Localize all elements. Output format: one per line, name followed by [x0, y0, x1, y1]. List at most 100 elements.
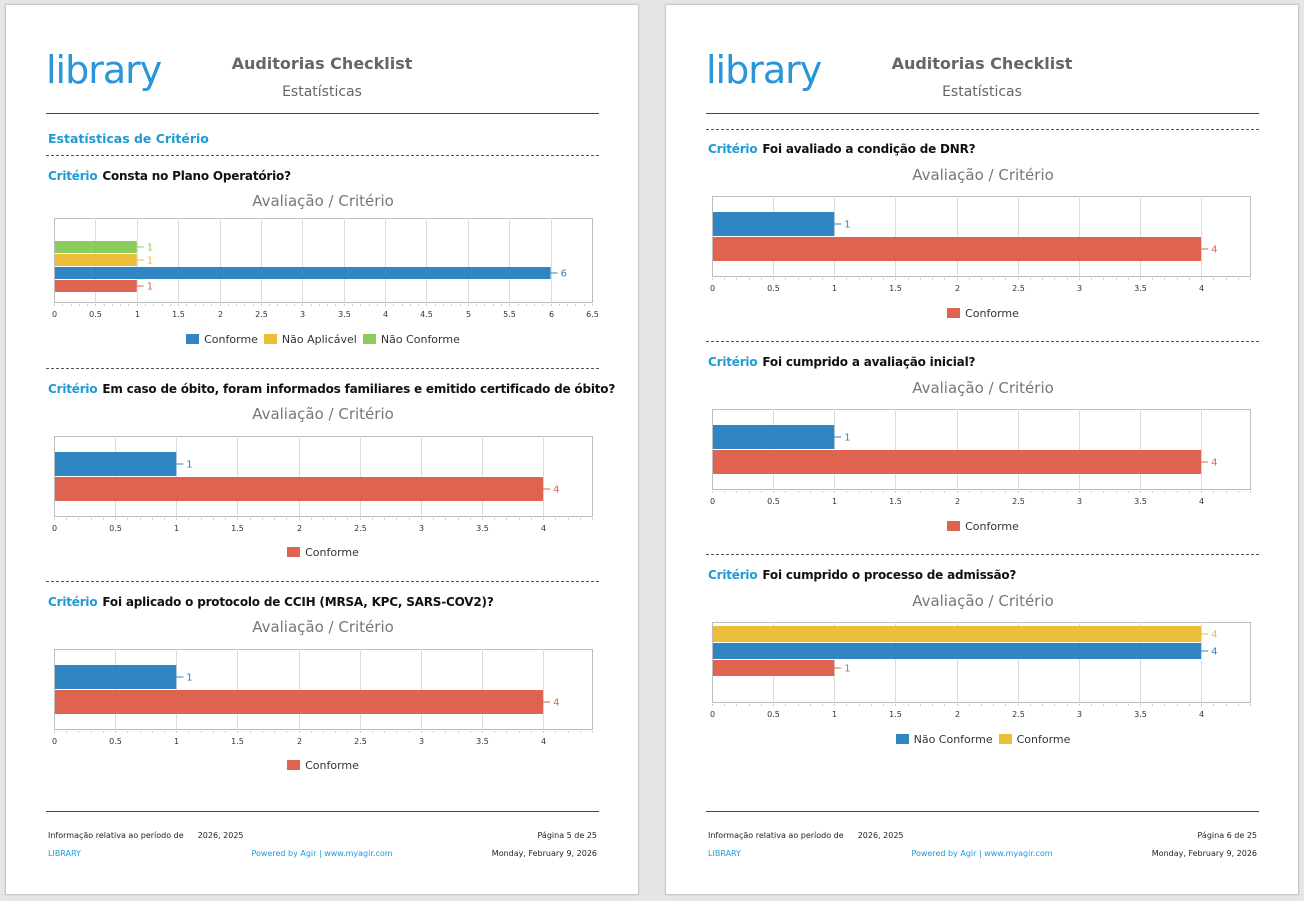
criterion-label: Critério [708, 142, 758, 156]
legend-item: Conforme [947, 520, 1019, 533]
legend-swatch [362, 334, 376, 344]
x-tick-label: 2 [955, 497, 960, 506]
x-tick-label: 3 [1077, 710, 1082, 719]
chart-title: Avaliação / Critério [252, 405, 394, 423]
x-tick-label: 1.5 [172, 310, 185, 319]
footer-info-label: Informação relativa ao período de [48, 831, 184, 840]
x-tick-label: 1.5 [889, 284, 902, 293]
powered-by-link[interactable]: Powered by Agir | www.myagir.com [911, 849, 1053, 858]
x-tick-label: 2.5 [1012, 497, 1025, 506]
x-tick-label: 1.5 [231, 524, 244, 533]
page-number: Página 5 de 25 [537, 831, 597, 840]
bar [55, 477, 544, 501]
library-logo: library [706, 48, 822, 92]
x-tick-label: 1 [832, 284, 837, 293]
criterion-heading: Critério Foi aplicado o protocolo de CCIH… [48, 595, 494, 609]
legend-item: Não Aplicável [263, 333, 357, 346]
bar [55, 452, 177, 476]
x-tick-label: 1.5 [889, 710, 902, 719]
x-tick-label: 0 [710, 710, 715, 719]
x-tick-label: 2 [218, 310, 223, 319]
legend-label: Não Conforme [380, 333, 460, 346]
x-tick-label: 1 [135, 310, 140, 319]
bar [55, 241, 137, 253]
x-tick-label: 0.5 [89, 310, 102, 319]
criterion-question: Consta no Plano Operatório? [102, 169, 291, 183]
bar [55, 690, 544, 714]
bar [713, 450, 1202, 474]
legend-swatch [186, 334, 200, 344]
page-number: Página 6 de 25 [1197, 831, 1257, 840]
x-tick-label: 3.5 [476, 737, 489, 746]
chart-title: Avaliação / Critério [252, 192, 394, 210]
x-tick-label: 3 [1077, 284, 1082, 293]
x-tick-label: 0.5 [767, 710, 780, 719]
legend-item: Conforme [998, 733, 1071, 746]
bar [713, 425, 835, 449]
bar [713, 643, 1202, 659]
document-subtitle: Estatísticas [942, 84, 1022, 100]
legend-item: Conforme [287, 759, 359, 772]
footer-brand: LIBRARY [48, 849, 81, 858]
legend-swatch [287, 760, 301, 770]
bar-chart-4: 0 0.5 1 1.5 2 2.5 3 3.5 4 1 4 [710, 196, 1251, 293]
criterion-heading: Critério Consta no Plano Operatório? [48, 169, 291, 183]
x-tick-label: 2 [955, 710, 960, 719]
chart-legend: Conforme Não Aplicável Não Conforme [54, 333, 592, 346]
x-tick-label: 1 [832, 497, 837, 506]
criterion-label: Critério [48, 382, 98, 396]
powered-by-link[interactable]: Powered by Agir | www.myagir.com [251, 849, 393, 858]
x-tick-label: 5.5 [503, 310, 516, 319]
data-label: 4 [553, 698, 559, 709]
x-tick-label: 4 [1199, 284, 1204, 293]
criterion-question: Em caso de óbito, foram informados famil… [102, 382, 616, 396]
x-tick-label: 0.5 [767, 284, 780, 293]
x-tick-label: 6.5 [586, 310, 599, 319]
x-tick-label: 5 [466, 310, 471, 319]
criterion-divider [706, 554, 1259, 555]
bar-chart-6: 0 0.5 1 1.5 2 2.5 3 3.5 4 4 4 1 [710, 622, 1251, 719]
legend-swatch [895, 734, 909, 744]
criterion-label: Critério [48, 595, 98, 609]
criterion-divider [46, 581, 599, 582]
criterion-heading: Critério Foi cumprido a avaliação inicial… [708, 355, 975, 369]
criterion-question: Foi cumprido a avaliação inicial? [762, 355, 976, 369]
x-tick-label: 0.5 [767, 497, 780, 506]
legend-label: Não Conforme [913, 733, 993, 746]
section-divider [46, 155, 599, 156]
footer-divider [46, 811, 599, 812]
bar [713, 212, 835, 236]
legend-label: Conforme [305, 546, 359, 559]
x-tick-label: 0 [710, 284, 715, 293]
chart-title: Avaliação / Critério [912, 166, 1054, 184]
plot-area [712, 196, 1251, 277]
x-tick-label: 2 [297, 737, 302, 746]
criterion-heading: Critério Foi cumprido o processo de admis… [708, 568, 1016, 582]
plot-area [54, 436, 593, 517]
legend-label: Conforme [1016, 733, 1071, 746]
bar [55, 267, 551, 279]
x-tick-label: 2.5 [1012, 284, 1025, 293]
x-tick-label: 2.5 [354, 524, 367, 533]
library-logo: library [46, 48, 162, 92]
x-tick-label: 3.5 [1134, 284, 1147, 293]
document-title: Auditorias Checklist [231, 54, 413, 73]
footer-period-note: Informação relativa ao período de 2026, 2… [48, 831, 244, 840]
criterion-question: Foi aplicado o protocolo de CCIH (MRSA, … [102, 595, 494, 609]
bar-chart-5: 0 0.5 1 1.5 2 2.5 3 3.5 4 1 4 [710, 409, 1251, 506]
data-label: 4 [1211, 245, 1217, 256]
x-tick-label: 3 [300, 310, 305, 319]
x-tick-label: 4 [541, 524, 546, 533]
chart-legend: Conforme [714, 520, 1252, 533]
legend-item: Não Conforme [895, 733, 993, 746]
chart-legend: Conforme [714, 307, 1252, 320]
x-tick-label: 2 [955, 284, 960, 293]
x-tick-label: 3 [1077, 497, 1082, 506]
legend-swatch [947, 521, 961, 531]
x-tick-label: 4 [541, 737, 546, 746]
bar [713, 626, 1202, 642]
criterion-heading: Critério Em caso de óbito, foram informad… [48, 382, 615, 396]
x-tick-label: 0.5 [109, 524, 122, 533]
chart-legend: Não Conforme Conforme [714, 733, 1252, 746]
